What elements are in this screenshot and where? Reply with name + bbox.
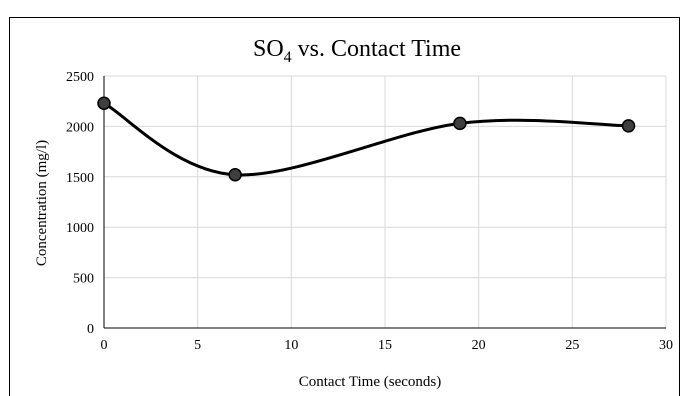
chart-title-subscript: 4 xyxy=(284,49,292,66)
x-tick-label: 30 xyxy=(659,338,673,353)
chart-title: SO4 vs. Contact Time xyxy=(253,36,461,66)
x-tick-label: 10 xyxy=(284,338,298,353)
y-axis-label: Concentration (mg/l) xyxy=(34,140,50,266)
axes xyxy=(103,76,666,329)
data-point xyxy=(453,116,467,131)
y-tick-label: 0 xyxy=(87,322,94,337)
data-point xyxy=(621,119,636,133)
y-tick-label: 1000 xyxy=(66,221,94,236)
chart-title-rest: vs. Contact Time xyxy=(292,36,461,62)
data-point xyxy=(228,168,242,182)
y-axis-ticks: 0 500 1000 1500 2000 2500 xyxy=(66,70,94,337)
x-tick-label: 25 xyxy=(565,338,579,353)
data-point xyxy=(97,96,111,110)
chart-title-main: SO xyxy=(253,36,284,62)
x-axis-label: Contact Time (seconds) xyxy=(299,374,442,390)
x-axis-ticks: 0 5 10 15 20 25 30 xyxy=(101,338,674,353)
series-line xyxy=(103,101,629,177)
x-tick-label: 15 xyxy=(378,338,392,353)
chart-border xyxy=(9,17,680,396)
x-tick-label: 20 xyxy=(472,338,486,353)
y-tick-label: 2000 xyxy=(66,120,94,135)
series-layer xyxy=(97,96,636,182)
x-tick-label: 5 xyxy=(194,338,201,353)
grid xyxy=(104,75,667,328)
y-tick-label: 1500 xyxy=(66,171,94,186)
x-tick-label: 0 xyxy=(101,338,108,353)
y-tick-label: 500 xyxy=(73,272,94,287)
y-tick-label: 2500 xyxy=(66,70,94,85)
